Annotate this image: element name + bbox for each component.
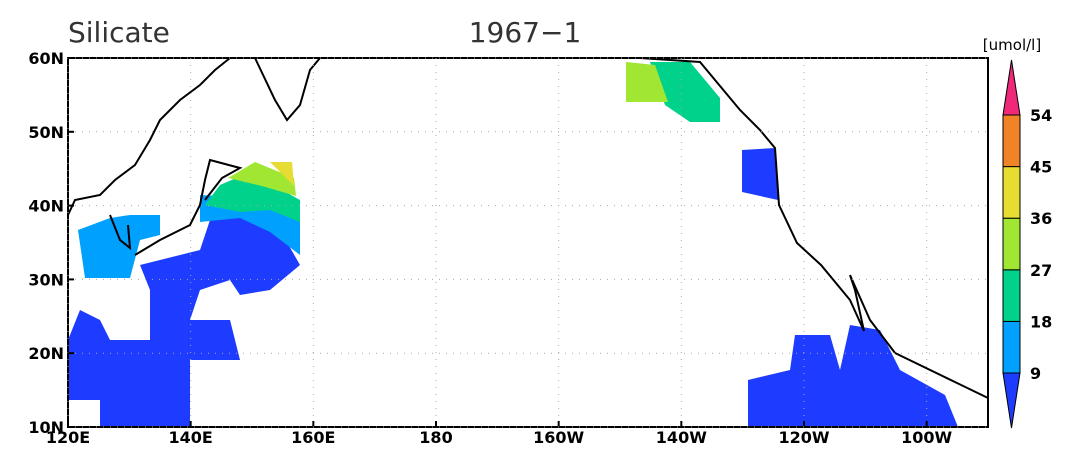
coastline [639, 57, 989, 399]
coastline [67, 57, 231, 216]
colorbar-cell [1002, 114, 1021, 168]
field [68, 210, 300, 427]
colorbar-label: 9 [1030, 364, 1041, 383]
x-tick-label: 120E [46, 428, 90, 447]
coastlines [67, 57, 989, 399]
colorbar: 9 18 27 36 45 54 [1002, 59, 1052, 429]
colorbar-cell [1002, 59, 1021, 116]
field [650, 62, 720, 122]
colorbar-label: 54 [1030, 106, 1052, 125]
x-tick-label: 140E [169, 428, 213, 447]
y-tick-label: 10N [28, 418, 64, 437]
colorbar-label: 18 [1030, 312, 1052, 331]
colorbar-label: 36 [1030, 209, 1052, 228]
title: Silicate [68, 16, 170, 49]
x-tick-label: 160E [291, 428, 335, 447]
axes: 120E 140E 160E 180 160W 140W 120W 100W 10N 20N 30N… [28, 49, 988, 447]
y-tick-label: 60N [28, 49, 64, 68]
colorbar-label: 27 [1030, 261, 1052, 280]
x-tick-label: 100W [901, 428, 952, 447]
x-tick-label: 160W [533, 428, 584, 447]
units: [umol/l] [983, 36, 1041, 54]
field [626, 62, 668, 102]
colorbar-label: 45 [1030, 158, 1052, 177]
colorbar-cell [1002, 372, 1021, 429]
field [228, 162, 296, 196]
x-tick-label: 120W [778, 428, 829, 447]
field [270, 162, 294, 186]
y-tick-label: 40N [28, 197, 64, 216]
map-frame [67, 57, 989, 428]
field [205, 172, 300, 222]
field [748, 325, 958, 427]
data-fields [68, 62, 958, 427]
subtitle: 1967−1 [469, 16, 582, 49]
x-tick-label: 180 [419, 428, 452, 447]
y-tick-label: 20N [28, 344, 64, 363]
colorbar-cell [1002, 320, 1021, 374]
coastline [109, 214, 132, 251]
colorbar-cell [1002, 269, 1021, 322]
x-tick-label: 140W [656, 428, 707, 447]
coastline [254, 57, 321, 122]
colorbar-cell [1002, 217, 1021, 271]
colorbar-cell [1002, 166, 1021, 219]
field [78, 215, 160, 278]
coastline [134, 158, 243, 256]
y-tick-label: 30N [28, 270, 64, 289]
field [742, 148, 778, 200]
y-tick-label: 50N [28, 123, 64, 142]
